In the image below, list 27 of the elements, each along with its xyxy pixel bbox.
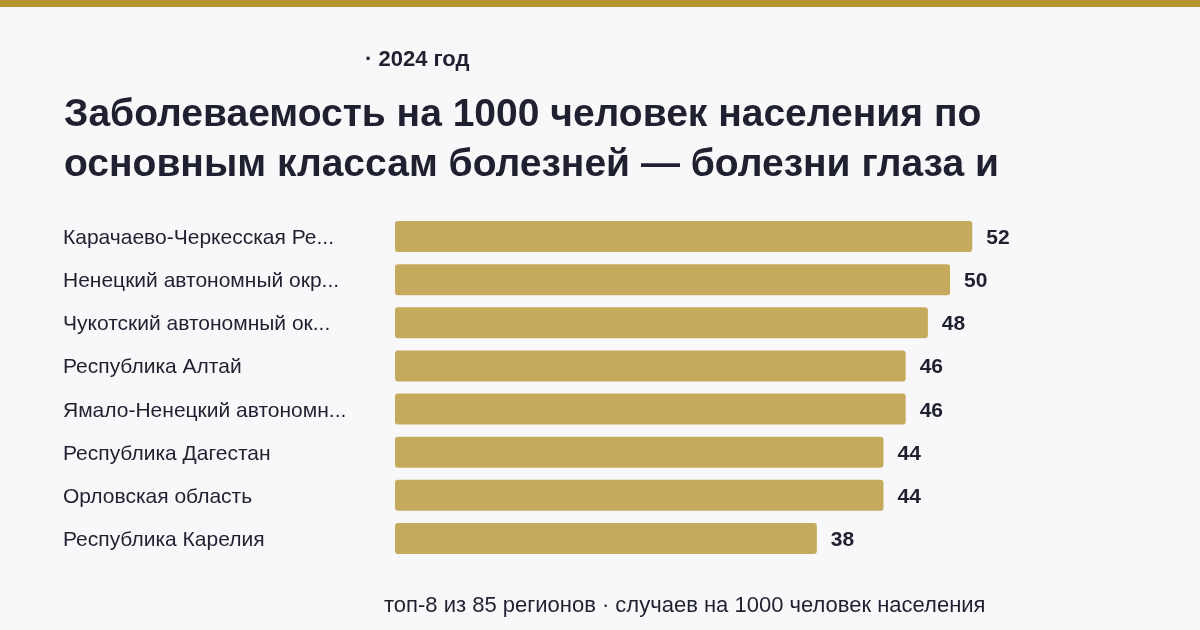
chart-subtitle: · 2024 год [365, 46, 470, 72]
bar [395, 479, 884, 511]
bar [395, 522, 817, 554]
chart-title: Заболеваемость на 1000 человек населения по основным классам болезней — болезни глаза и [64, 90, 1000, 186]
bar [395, 264, 951, 296]
y-tick-label: Республика Дагестан [63, 440, 271, 464]
y-tick-label: Республика Карелия [63, 526, 265, 550]
bar [395, 350, 906, 382]
data-label: 38 [830, 526, 855, 550]
data-label: 46 [919, 354, 944, 378]
text: топ-8 из 85 регионов · случаев на 1000 человек населения [384, 592, 986, 618]
y-tick-label: Ненецкий автономный окр... [63, 268, 340, 292]
bar [395, 436, 884, 468]
bar [395, 221, 973, 253]
y-tick-label: Орловская область [63, 483, 253, 507]
y-tick-label: Ямало-Ненецкий автономн... [63, 397, 347, 421]
y-tick-label: Чукотский автономный ок... [63, 311, 331, 335]
data-label: 52 [986, 225, 1010, 249]
y-tick-label: Карачаево-Черкесская Ре... [63, 225, 334, 249]
bar [395, 393, 906, 425]
data-label: 44 [897, 440, 922, 464]
data-label: 48 [941, 311, 966, 335]
data-label: 50 [964, 268, 988, 292]
y-tick-label: Республика Алтай [63, 354, 242, 378]
data-label: 46 [919, 397, 944, 421]
data-label: 44 [897, 483, 922, 507]
bar [395, 307, 928, 339]
